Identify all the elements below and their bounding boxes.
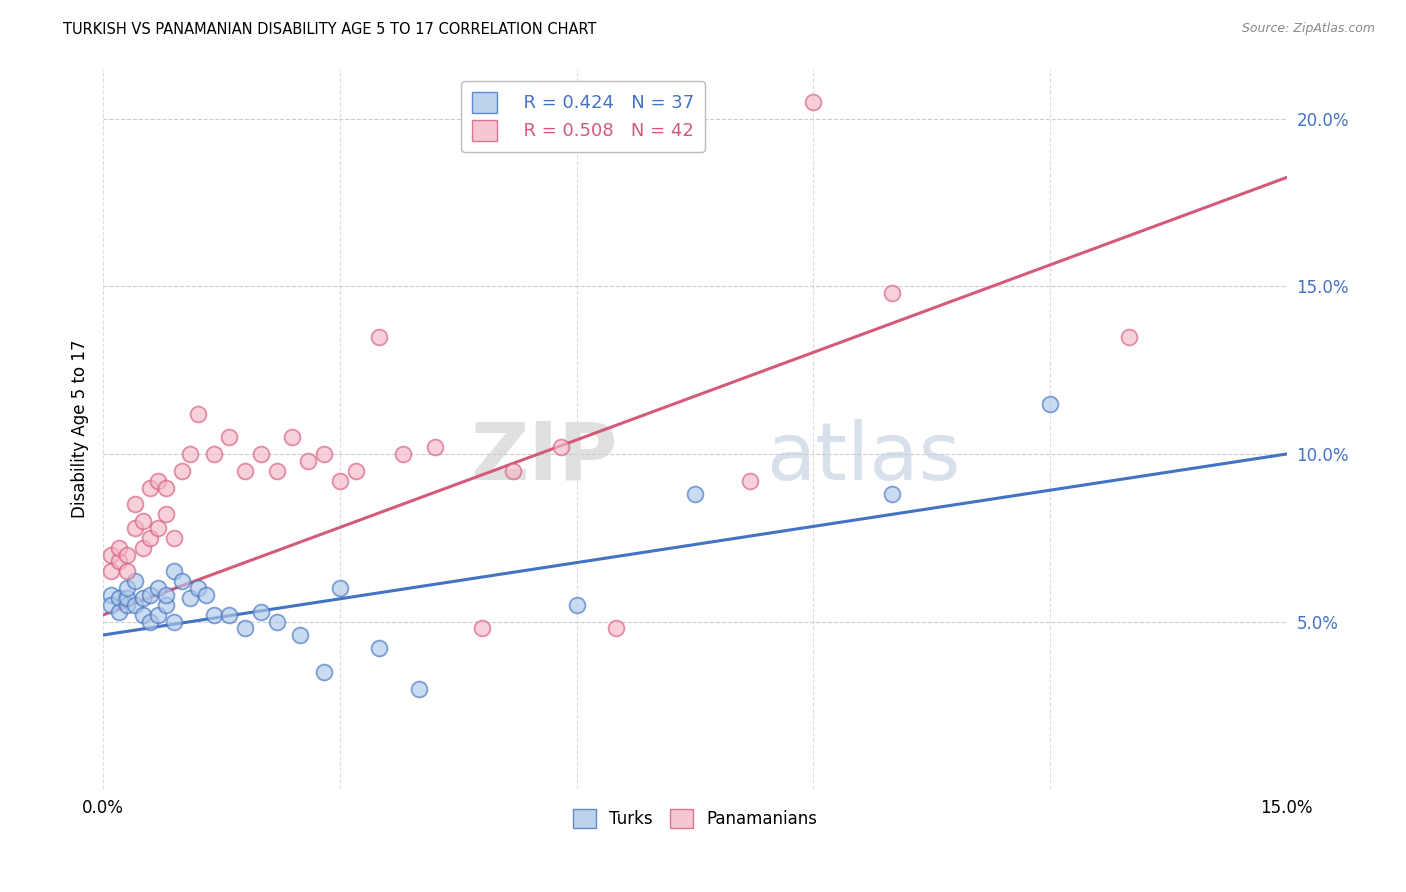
- Point: [108, 554, 131, 568]
- Point: [131, 607, 153, 622]
- Point: [250, 605, 273, 619]
- Point: [115, 598, 138, 612]
- Point: [329, 474, 352, 488]
- Point: [139, 615, 162, 629]
- Point: [155, 508, 177, 522]
- Point: [187, 581, 209, 595]
- Point: [502, 464, 524, 478]
- Point: [281, 430, 304, 444]
- Point: [233, 621, 256, 635]
- Point: [170, 464, 193, 478]
- Point: [131, 541, 153, 555]
- Point: [148, 581, 170, 595]
- Point: [148, 474, 170, 488]
- Point: [290, 628, 312, 642]
- Text: atlas: atlas: [766, 418, 960, 497]
- Point: [233, 464, 256, 478]
- Point: [329, 581, 352, 595]
- Point: [187, 407, 209, 421]
- Point: [100, 565, 122, 579]
- Point: [124, 598, 146, 612]
- Point: [108, 591, 131, 606]
- Point: [155, 588, 177, 602]
- Point: [148, 521, 170, 535]
- Point: [170, 574, 193, 589]
- Point: [194, 588, 217, 602]
- Point: [683, 487, 706, 501]
- Point: [550, 440, 572, 454]
- Point: [139, 588, 162, 602]
- Point: [139, 531, 162, 545]
- Point: [471, 621, 494, 635]
- Text: ZIP: ZIP: [471, 418, 619, 497]
- Point: [163, 615, 186, 629]
- Point: [266, 615, 288, 629]
- Point: [738, 474, 761, 488]
- Point: [250, 447, 273, 461]
- Point: [368, 641, 391, 656]
- Point: [163, 531, 186, 545]
- Point: [100, 598, 122, 612]
- Point: [202, 607, 225, 622]
- Point: [115, 591, 138, 606]
- Point: [266, 464, 288, 478]
- Point: [312, 447, 335, 461]
- Point: [312, 665, 335, 679]
- Point: [882, 286, 904, 301]
- Point: [605, 621, 627, 635]
- Point: [115, 565, 138, 579]
- Point: [423, 440, 446, 454]
- Point: [392, 447, 415, 461]
- Point: [124, 497, 146, 511]
- Point: [882, 487, 904, 501]
- Point: [408, 681, 430, 696]
- Point: [218, 430, 240, 444]
- Text: TURKISH VS PANAMANIAN DISABILITY AGE 5 TO 17 CORRELATION CHART: TURKISH VS PANAMANIAN DISABILITY AGE 5 T…: [63, 22, 596, 37]
- Point: [115, 581, 138, 595]
- Point: [124, 521, 146, 535]
- Legend: Turks, Panamanians: Turks, Panamanians: [565, 803, 824, 835]
- Point: [179, 447, 201, 461]
- Point: [801, 95, 824, 109]
- Point: [344, 464, 367, 478]
- Text: Source: ZipAtlas.com: Source: ZipAtlas.com: [1241, 22, 1375, 36]
- Point: [163, 565, 186, 579]
- Point: [108, 541, 131, 555]
- Point: [131, 591, 153, 606]
- Point: [124, 574, 146, 589]
- Point: [218, 607, 240, 622]
- Point: [139, 481, 162, 495]
- Y-axis label: Disability Age 5 to 17: Disability Age 5 to 17: [72, 340, 89, 518]
- Point: [155, 481, 177, 495]
- Point: [297, 453, 319, 467]
- Point: [659, 95, 682, 109]
- Point: [565, 598, 588, 612]
- Point: [100, 548, 122, 562]
- Point: [1118, 329, 1140, 343]
- Point: [115, 548, 138, 562]
- Point: [100, 588, 122, 602]
- Point: [202, 447, 225, 461]
- Point: [155, 598, 177, 612]
- Point: [179, 591, 201, 606]
- Point: [1039, 397, 1062, 411]
- Point: [108, 605, 131, 619]
- Point: [368, 329, 391, 343]
- Point: [148, 607, 170, 622]
- Point: [131, 514, 153, 528]
